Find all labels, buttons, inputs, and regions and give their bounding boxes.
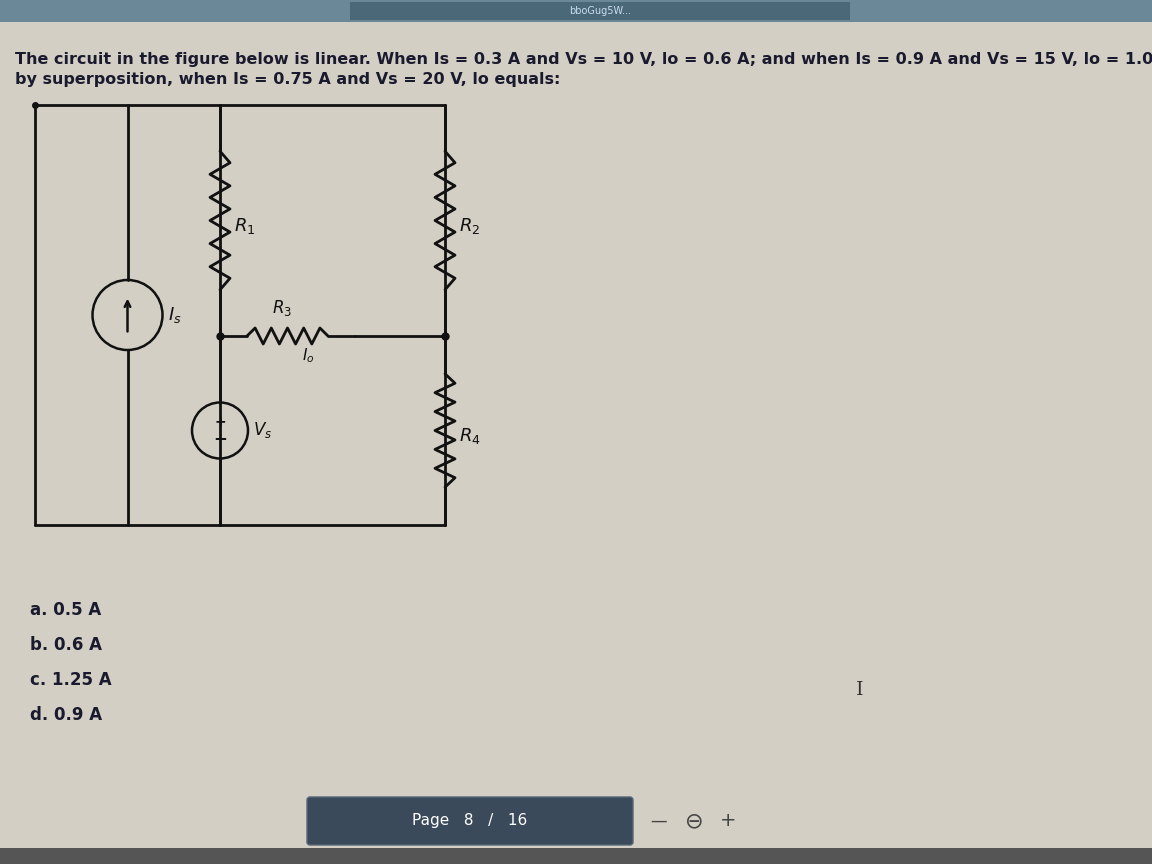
Text: +: + <box>720 811 736 830</box>
Text: b. 0.6 A: b. 0.6 A <box>30 636 103 654</box>
Text: The circuit in the figure below is linear. When Is = 0.3 A and Vs = 10 V, lo = 0: The circuit in the figure below is linea… <box>15 52 1152 67</box>
Text: a. 0.5 A: a. 0.5 A <box>30 601 101 619</box>
Text: $R_3$: $R_3$ <box>273 298 293 318</box>
Text: $I_s$: $I_s$ <box>167 305 181 325</box>
Text: $R_1$: $R_1$ <box>234 215 256 236</box>
Text: —: — <box>650 812 667 830</box>
Text: $V_s$: $V_s$ <box>253 421 272 441</box>
Bar <box>0 848 1152 864</box>
Text: −: − <box>213 429 227 448</box>
Text: $I_o$: $I_o$ <box>303 346 314 365</box>
Text: $R_2$: $R_2$ <box>458 215 480 236</box>
Text: Page   8   /   16: Page 8 / 16 <box>412 814 528 829</box>
Text: d. 0.9 A: d. 0.9 A <box>30 706 103 724</box>
FancyBboxPatch shape <box>306 797 632 845</box>
Text: by superposition, when Is = 0.75 A and Vs = 20 V, lo equals:: by superposition, when Is = 0.75 A and V… <box>15 72 560 87</box>
Text: $R_4$: $R_4$ <box>458 425 480 446</box>
Bar <box>350 2 850 20</box>
Bar <box>0 0 1152 22</box>
Text: bboGug5W...: bboGug5W... <box>569 6 631 16</box>
Text: I: I <box>856 681 864 699</box>
Text: +: + <box>214 416 226 429</box>
Text: c. 1.25 A: c. 1.25 A <box>30 671 112 689</box>
Text: ⊖: ⊖ <box>685 811 704 831</box>
